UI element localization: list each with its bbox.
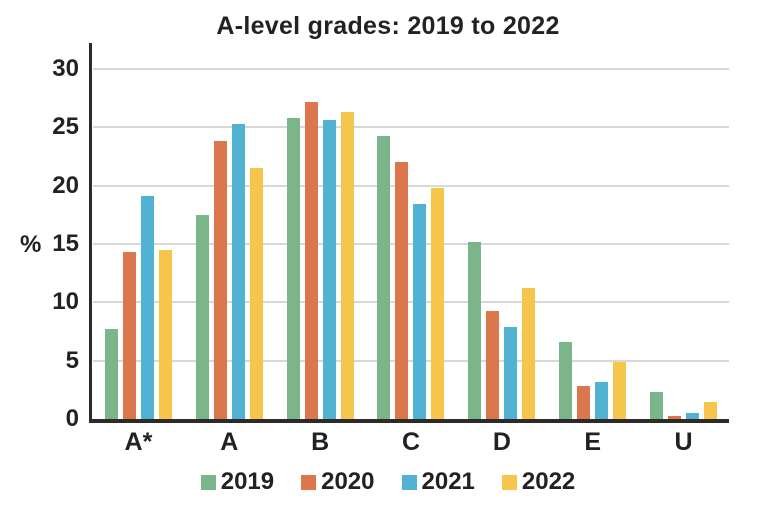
bar-2020-A* — [122, 252, 136, 419]
bar-2021-E — [595, 381, 609, 419]
bar-group-U — [638, 69, 729, 419]
bar-2019-C — [377, 135, 391, 419]
y-tick-label-5: 5 — [65, 346, 79, 374]
x-tick-label-C: C — [401, 428, 421, 456]
legend-item-2021: 2021 — [401, 468, 475, 495]
x-tick-label-U: U — [674, 428, 693, 456]
bar-group-C — [366, 69, 457, 419]
bar-2022-A* — [158, 249, 172, 419]
legend-item-2019: 2019 — [200, 468, 275, 495]
y-tick-label-0: 0 — [65, 405, 79, 432]
y-tick-label-20: 20 — [52, 171, 79, 199]
chart-title: A-level grades: 2019 to 2022 — [216, 12, 560, 40]
legend: 2019 2020 2021 2022 — [0, 470, 776, 494]
y-tick-label-30: 30 — [52, 55, 79, 82]
gridline-20 — [93, 184, 729, 187]
gridline-5 — [93, 359, 729, 362]
plot-area: 0 5 10 15 20 25 30 A* A B C D E U — [52, 43, 729, 456]
bar-2021-C — [413, 204, 427, 419]
legend-swatch-2022 — [501, 474, 517, 490]
y-tick-label-25: 25 — [52, 113, 79, 141]
gridline-15 — [93, 243, 729, 245]
gridline-30 — [93, 68, 729, 70]
y-axis-unit-label: % — [20, 231, 42, 258]
bar-2022-A — [249, 168, 263, 419]
bar-2021-D — [504, 326, 518, 419]
bar-2021-U — [686, 413, 700, 419]
bar-2022-C — [431, 188, 445, 419]
y-axis-line — [89, 43, 92, 422]
x-tick-label-A*: A* — [124, 428, 153, 456]
bar-group-E — [547, 69, 638, 419]
bar-2019-U — [650, 392, 664, 419]
bar-2020-A — [213, 141, 227, 419]
bar-group-D — [456, 69, 547, 419]
legend-label-2021: 2021 — [421, 468, 475, 495]
x-tick-label-D: D — [492, 428, 511, 456]
legend-swatch-2021 — [401, 474, 417, 490]
bar-2019-B — [286, 118, 300, 419]
y-tick-label-15: 15 — [52, 230, 79, 257]
x-tick-label-A: A — [220, 428, 239, 456]
bar-2022-B — [340, 112, 354, 419]
legend-swatch-2020 — [301, 474, 317, 490]
bar-2020-U — [668, 415, 682, 419]
legend-label-2019: 2019 — [220, 468, 275, 495]
bar-2021-A* — [140, 196, 154, 419]
bar-2022-U — [704, 401, 718, 419]
bar-2019-D — [468, 241, 482, 419]
bar-group-B — [275, 69, 366, 419]
gridline-25 — [93, 126, 729, 129]
legend-item-2022: 2022 — [501, 468, 576, 495]
y-tick-label-10: 10 — [52, 288, 79, 316]
bar-group-A — [184, 69, 275, 419]
bar-2019-A* — [104, 329, 118, 419]
bar-2022-D — [522, 288, 536, 419]
bar-group-A* — [93, 69, 184, 419]
x-tick-label-B: B — [311, 428, 330, 456]
x-axis-line — [89, 419, 729, 423]
bar-2020-E — [577, 386, 591, 419]
bar-2019-E — [559, 342, 573, 419]
gridline-10 — [93, 301, 729, 304]
bar-2020-B — [304, 101, 318, 419]
bar-2020-C — [395, 162, 409, 419]
bar-2020-D — [486, 310, 500, 419]
legend-label-2020: 2020 — [321, 468, 375, 495]
legend-label-2022: 2022 — [521, 468, 576, 495]
legend-swatch-2019 — [200, 474, 216, 490]
legend-item-2020: 2020 — [301, 468, 375, 495]
bar-2021-A — [231, 123, 245, 419]
bar-2021-B — [322, 120, 336, 419]
x-tick-label-E: E — [584, 428, 602, 456]
bar-2019-A — [195, 214, 209, 419]
bar-2022-E — [613, 361, 627, 419]
